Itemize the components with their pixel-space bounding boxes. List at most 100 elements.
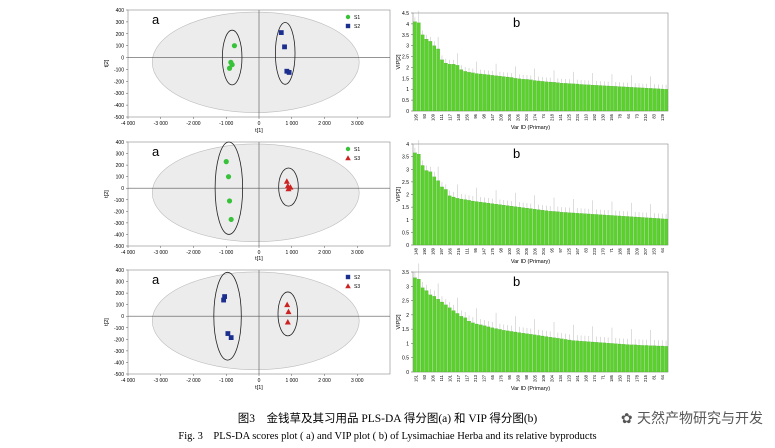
bar — [544, 81, 549, 112]
bar — [451, 64, 456, 112]
bar — [563, 83, 568, 112]
bar — [459, 69, 464, 112]
bar — [567, 212, 572, 246]
bar — [424, 170, 429, 246]
x-tick-label: 78 — [617, 113, 622, 118]
wechat-icon: ✿ — [620, 411, 637, 427]
x-tick-label: 81 — [651, 374, 656, 379]
bar — [610, 215, 614, 246]
bar — [621, 344, 626, 373]
bar — [486, 74, 491, 112]
x-tick-label: 125 — [566, 247, 571, 255]
group-ellipse — [221, 29, 243, 86]
bar — [451, 196, 456, 246]
bar — [571, 340, 576, 373]
bar — [652, 345, 657, 373]
bar — [498, 204, 502, 246]
y-tick-label: 2.5 — [402, 180, 409, 186]
y-tick-label: 400 — [116, 140, 125, 146]
bar — [517, 207, 521, 246]
x-tick-label: 207 — [643, 247, 648, 255]
x-tick-label: 205 — [507, 113, 512, 121]
x-tick-label: 65 — [490, 374, 495, 379]
point-S3 — [285, 308, 292, 315]
bar — [502, 330, 506, 373]
x-tick-label: 166 — [447, 247, 452, 255]
y-tick-label: 4 — [406, 142, 409, 148]
x-tick-label: 111 — [439, 374, 444, 381]
bar — [664, 218, 668, 246]
x-tick-label: 175 — [490, 247, 495, 255]
x-tick-label: 74 — [541, 113, 546, 118]
bar — [552, 337, 556, 373]
bar — [428, 294, 433, 373]
bar — [587, 84, 591, 112]
y-tick-label: 0.5 — [402, 356, 409, 362]
y-tick-label: 1 — [406, 218, 409, 224]
bar — [420, 165, 425, 246]
bar — [633, 344, 637, 373]
panel-label: a — [152, 144, 160, 159]
bar — [455, 65, 460, 112]
y-tick-label: 0 — [121, 186, 124, 192]
bar — [525, 79, 529, 112]
bar — [482, 202, 487, 246]
bar — [656, 88, 661, 112]
x-axis-label: t[1] — [255, 128, 263, 134]
y-tick-label: -300 — [114, 91, 124, 97]
vip-plot-2: 0 0.5 1 1.5 2 2.5 3 3.5 4 148 190 189 197 166 216 111 95… — [396, 140, 669, 265]
x-tick-label: 3 000 — [351, 250, 364, 256]
bar — [498, 76, 502, 112]
bar — [436, 299, 440, 373]
bar — [579, 213, 583, 246]
bar — [428, 171, 433, 246]
bar — [440, 186, 444, 246]
x-tick-label: -4 000 — [121, 121, 135, 127]
bar — [614, 86, 618, 112]
bar — [594, 342, 599, 373]
y-tick-label: 300 — [116, 20, 125, 26]
y-tick-label: 100 — [116, 44, 125, 50]
y-tick-label: 3 — [406, 44, 409, 50]
bar — [478, 324, 483, 373]
bar — [471, 200, 475, 246]
x-tick-label: 83 — [651, 113, 656, 118]
x-tick-label: 215 — [643, 374, 648, 382]
y-tick-label: -500 — [114, 372, 124, 378]
bar — [525, 333, 529, 373]
x-tick-label: 148 — [413, 247, 418, 255]
bar — [517, 78, 521, 112]
x-tick-label: -1 000 — [219, 121, 233, 127]
y-tick-label: 2 — [406, 313, 409, 319]
x-tick-label: -4 000 — [121, 250, 135, 256]
bar — [463, 71, 467, 112]
x-tick-label: 217 — [456, 374, 461, 382]
y-tick-label: 400 — [116, 268, 125, 274]
point-S3 — [284, 301, 291, 308]
x-tick-label: 71 — [600, 374, 605, 379]
x-tick-label: 216 — [456, 247, 461, 255]
y-tick-label: 300 — [116, 152, 125, 158]
bar — [505, 205, 510, 246]
bar — [660, 88, 664, 112]
bar — [633, 216, 637, 246]
x-tick-label: 186 — [609, 374, 614, 382]
x-tick-label: 95 — [473, 247, 478, 252]
x-tick-label: 150 — [617, 374, 622, 382]
bar — [648, 217, 653, 246]
y-tick-label: 200 — [116, 163, 125, 169]
bar — [567, 83, 572, 112]
y-tick-label: 100 — [116, 303, 125, 309]
bar — [567, 339, 572, 373]
bar — [494, 75, 498, 112]
legend-marker — [345, 23, 351, 29]
y-axis-label: VIP[2] — [396, 54, 402, 69]
bar — [447, 307, 452, 373]
bar — [505, 76, 510, 112]
bar — [637, 87, 641, 112]
bar — [467, 200, 471, 246]
bar — [444, 62, 448, 112]
bar — [490, 327, 494, 373]
bar — [552, 211, 556, 246]
